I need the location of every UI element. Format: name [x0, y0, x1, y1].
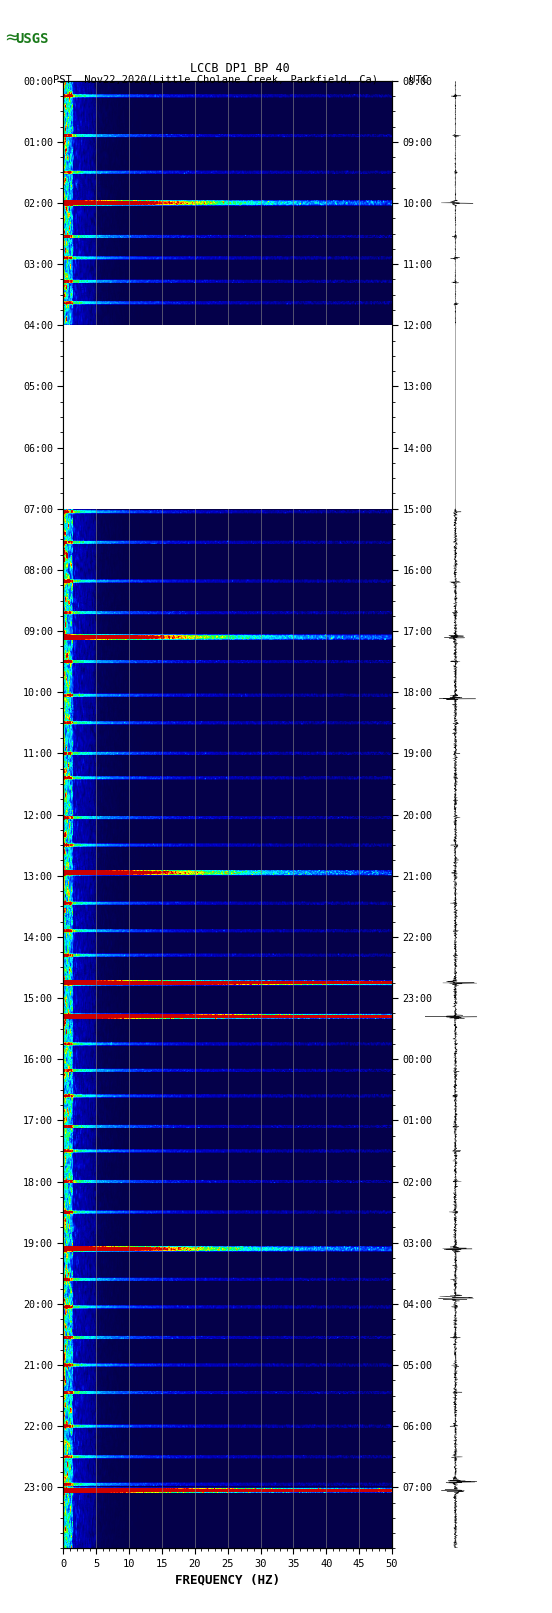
Text: ≈: ≈ — [4, 29, 19, 48]
X-axis label: FREQUENCY (HZ): FREQUENCY (HZ) — [175, 1573, 280, 1586]
Text: USGS: USGS — [15, 32, 49, 45]
Bar — [63, 326, 392, 508]
Text: LCCB DP1 BP 40: LCCB DP1 BP 40 — [190, 61, 290, 76]
Text: PST  Nov22,2020(Little Cholane Creek, Parkfield, Ca)     UTC: PST Nov22,2020(Little Cholane Creek, Par… — [52, 74, 428, 84]
